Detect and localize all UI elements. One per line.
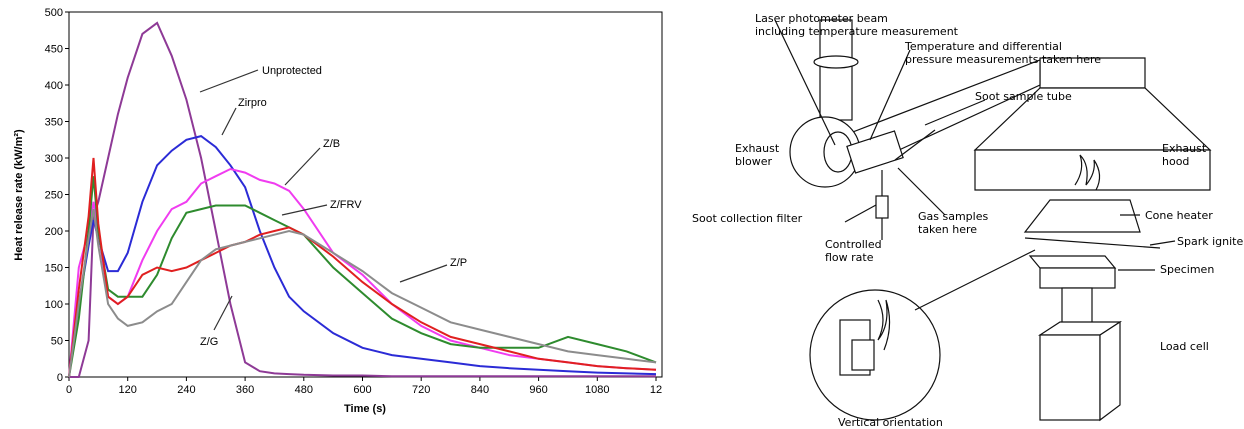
stack: [819, 19, 853, 121]
series-name: Z/P: [450, 257, 467, 269]
leader: [844, 204, 877, 223]
x-tick-label: 1080: [585, 384, 609, 396]
series-line: [69, 21, 656, 378]
diagram-label: Exhaust: [735, 142, 780, 155]
series-line: [68, 157, 657, 378]
x-tick-label: 360: [236, 384, 254, 396]
diagram-label: Specimen: [1160, 263, 1214, 276]
diagram-label: Vertical orientation: [838, 416, 943, 429]
load-cell-side: [1099, 320, 1121, 422]
name-arrow: [199, 69, 259, 93]
y-tick-label: 200: [45, 226, 63, 238]
stand: [1061, 287, 1093, 324]
series-line: [68, 208, 657, 378]
x-tick-label: 0: [66, 384, 72, 396]
name-arrow: [284, 147, 321, 186]
diagram-label: including temperature measurement: [755, 25, 959, 38]
y-tick-label: 450: [45, 44, 63, 56]
leader: [897, 167, 946, 216]
y-tick-label: 400: [45, 80, 63, 92]
diagram-label: Spark igniter: [1177, 235, 1244, 248]
leader: [869, 49, 911, 141]
leader: [924, 99, 986, 126]
name-arrow: [281, 204, 328, 216]
diagram-label: blower: [735, 155, 773, 168]
y-tick-label: 300: [45, 153, 63, 165]
x-tick-label: 240: [177, 384, 195, 396]
y-tick-label: 150: [45, 263, 63, 275]
spark-igniter: [1024, 237, 1161, 249]
x-tick-label: 960: [529, 384, 547, 396]
diagram-label: Laser photometer beam: [755, 12, 888, 25]
inset-specimen: [851, 339, 875, 371]
diagram-label: flow rate: [825, 251, 874, 264]
diagram-label: pressure measurements taken here: [905, 53, 1101, 66]
diagram-label: Temperature and differential: [904, 40, 1062, 53]
load-cell: [1039, 334, 1101, 421]
y-tick-label: 250: [45, 190, 63, 202]
inset-pointer: [914, 249, 1036, 311]
diagram-label: Load cell: [1160, 340, 1209, 353]
x-tick-label: 840: [471, 384, 489, 396]
series-name: Unprotected: [262, 65, 322, 77]
inset: [809, 289, 941, 421]
y-tick-label: 50: [51, 336, 63, 348]
x-tick-label: 480: [295, 384, 313, 396]
diagram-label: Soot collection filter: [692, 212, 803, 225]
x-tick-label: 12: [650, 384, 662, 396]
diagram-label: Gas samples: [918, 210, 988, 223]
hood-skirt: [974, 149, 1211, 191]
flame: [1074, 154, 1101, 191]
stack-flange: [813, 55, 859, 69]
specimen-top: [1028, 255, 1117, 269]
cone-heater: [1023, 199, 1141, 233]
x-axis-label: Time (s): [344, 403, 386, 415]
leader: [1149, 240, 1176, 246]
soot-tube: [894, 129, 936, 161]
name-arrow: [399, 264, 448, 283]
filter: [875, 195, 889, 219]
y-tick-label: 100: [45, 299, 63, 311]
x-tick-label: 600: [353, 384, 371, 396]
blower-hub: [823, 131, 853, 173]
series-line: [68, 176, 657, 378]
series-name: Z/FRV: [330, 199, 362, 211]
diagram-label: Soot sample tube: [975, 90, 1072, 103]
y-axis-label: Heat release rate (kW/m²): [13, 129, 25, 261]
inset-flame: [877, 299, 891, 351]
diagram-label: hood: [1162, 155, 1189, 168]
x-tick-label: 720: [412, 384, 430, 396]
chart: Time (s) Heat release rate (kW/m²) 0 50 10…: [13, 7, 663, 415]
y-tick-label: 0: [57, 372, 63, 384]
diagram-label: Controlled: [825, 238, 882, 251]
y-tick-label: 350: [45, 117, 63, 129]
diagram-label: Exhaust: [1162, 142, 1207, 155]
plot-frame: [68, 11, 663, 378]
specimen: [1039, 267, 1116, 289]
y-tick-label: 500: [45, 7, 63, 19]
name-arrow: [213, 295, 233, 331]
diagram-label: taken here: [918, 223, 977, 236]
x-tick-label: 120: [119, 384, 137, 396]
name-arrow: [221, 107, 237, 136]
series-name: Z/B: [323, 138, 340, 150]
leader: [774, 19, 836, 146]
series-name: Zirpro: [238, 97, 267, 109]
diagram-label: Cone heater: [1145, 209, 1213, 222]
series-name: Z/G: [200, 336, 218, 348]
